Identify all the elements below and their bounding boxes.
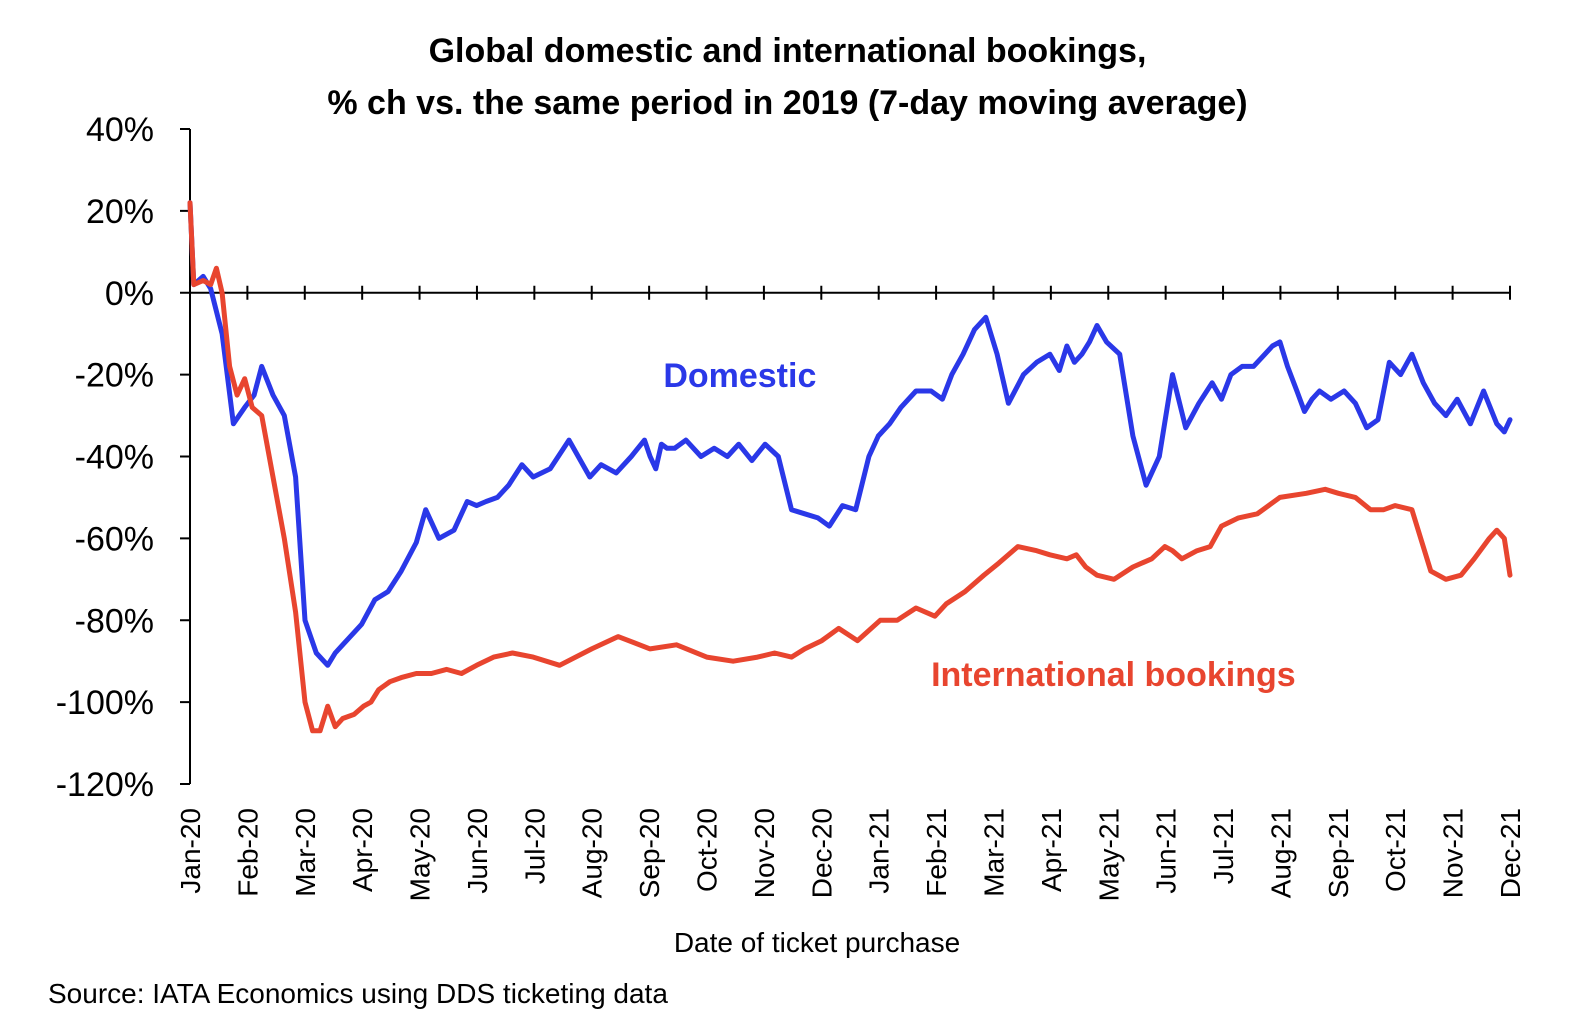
y-axis-ticks: 40% 20% 0% -20% -40% -60% -80% -100% -120% [56, 111, 190, 804]
x-tick-label: Oct-20 [692, 808, 723, 892]
x-tick-label: Jul-21 [1208, 808, 1239, 884]
x-tick-label: Dec-21 [1495, 808, 1526, 898]
series-label-international-bookings: International bookings [931, 656, 1296, 694]
y-tick-label: 40% [86, 111, 154, 149]
x-tick-label: Jun-21 [1151, 808, 1182, 894]
y-tick-label: -100% [56, 684, 154, 722]
y-tick-label: -60% [75, 520, 154, 558]
chart-title-line-2: % ch vs. the same period in 2019 (7-day … [327, 84, 1248, 122]
x-tick-label: Mar-21 [978, 808, 1009, 897]
x-axis-ticks: Jan-20 Feb-20 Mar-20 Apr-20 May-20 Jun-20 Jul-… [175, 285, 1526, 901]
x-tick-label: Sep-21 [1323, 808, 1354, 898]
y-tick-label: -40% [75, 439, 154, 477]
x-tick-label: Oct-21 [1380, 808, 1411, 892]
source-note: Source: IATA Economics using DDS ticketi… [48, 978, 668, 1009]
x-tick-label: Jun-20 [462, 808, 493, 894]
x-tick-label: Nov-20 [749, 808, 780, 898]
y-tick-label: 0% [105, 275, 154, 313]
x-tick-label: Jul-20 [519, 808, 550, 884]
x-tick-label: Aug-21 [1265, 808, 1296, 898]
chart-title-line-1: Global domestic and international bookin… [428, 32, 1147, 70]
series-line-international-bookings [187, 200, 1513, 734]
y-tick-label: 20% [86, 193, 154, 231]
x-tick-label: May-20 [405, 808, 436, 901]
y-tick-label: -80% [75, 602, 154, 640]
x-tick-label: Apr-20 [347, 808, 378, 892]
x-tick-label: Jan-21 [864, 808, 895, 894]
series-lines [187, 200, 1513, 734]
x-tick-label: Nov-21 [1438, 808, 1469, 898]
y-tick-label: -20% [75, 357, 154, 395]
x-axis-label: Date of ticket purchase [674, 927, 960, 958]
x-tick-label: Dec-20 [806, 808, 837, 898]
series-line-domestic [187, 200, 1513, 668]
series-labels: Domestic International bookings [663, 357, 1295, 694]
x-tick-label: Aug-20 [577, 808, 608, 898]
y-tick-label: -120% [56, 766, 154, 804]
x-tick-label: Feb-20 [232, 808, 263, 897]
x-tick-label: Mar-20 [290, 808, 321, 897]
x-tick-label: Feb-21 [921, 808, 952, 897]
series-label-domestic: Domestic [663, 357, 816, 395]
x-tick-label: Apr-21 [1036, 808, 1067, 892]
x-tick-label: May-21 [1093, 808, 1124, 901]
x-tick-label: Jan-20 [175, 808, 206, 894]
x-tick-label: Sep-20 [634, 808, 665, 898]
